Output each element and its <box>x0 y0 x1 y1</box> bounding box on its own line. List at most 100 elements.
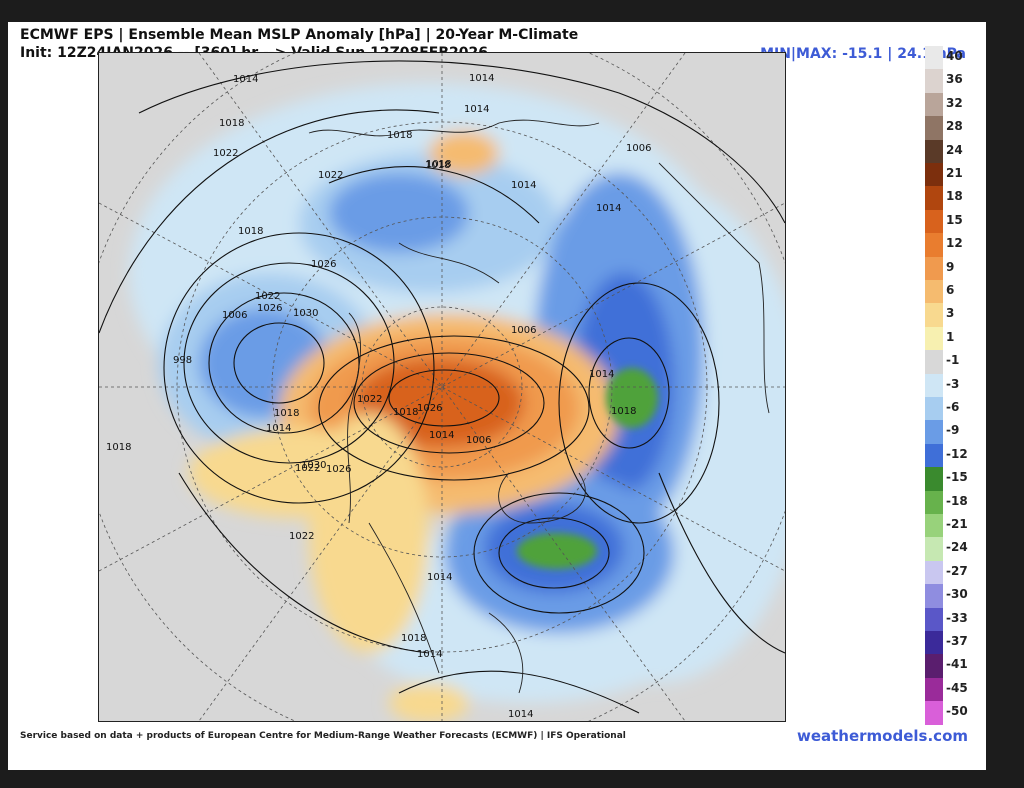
colorbar-cell <box>925 69 943 94</box>
isobar-label: 1026 <box>326 464 351 475</box>
anomaly-siberia-positive <box>429 131 499 175</box>
colorbar-label: 3 <box>946 306 955 321</box>
colorbar-cell <box>925 350 943 375</box>
colorbar-cell <box>925 677 943 702</box>
colorbar-cell <box>925 584 943 609</box>
colorbar-label: -37 <box>946 634 968 648</box>
isobar-label: 1014 <box>469 73 494 84</box>
isobar-label: 1014 <box>596 203 621 214</box>
colorbar-label: -27 <box>946 563 968 578</box>
colorbar-label: 6 <box>946 283 955 297</box>
isobar-label: 1026 <box>257 303 282 314</box>
isobar-label: 1006 <box>466 435 491 446</box>
colorbar-cell <box>925 303 943 328</box>
colorbar-label: -30 <box>946 587 968 602</box>
colorbar-label: 21 <box>946 166 963 180</box>
isobar-label: 1026 <box>311 259 336 270</box>
isobar-label: 1014 <box>427 572 452 583</box>
colorbar <box>925 46 943 726</box>
isobar-label: 1018 <box>106 442 131 453</box>
colorbar-cell <box>925 607 943 632</box>
colorbar-label: -6 <box>946 400 960 414</box>
colorbar-cell <box>925 46 943 70</box>
isobar-label: 1014 <box>508 709 533 720</box>
colorbar-cell <box>925 537 943 562</box>
isobar-label: 1022 <box>213 148 238 159</box>
isobar-label: 1026 <box>417 403 442 414</box>
minmax-readout: MIN|MAX: -15.1 | 24.1 hPa <box>760 46 966 62</box>
isobar-label: 1022 <box>295 463 320 474</box>
colorbar-label: 28 <box>946 119 963 134</box>
brand-link[interactable]: weathermodels.com <box>796 727 968 745</box>
isobar-label: 1018 <box>401 633 426 644</box>
colorbar-label: 36 <box>946 72 963 87</box>
colorbar-cell <box>925 256 943 281</box>
colorbar-cell <box>925 467 943 492</box>
anomaly-westna-positive <box>309 413 429 653</box>
colorbar-cell <box>925 116 943 141</box>
isobar-label: 1030 <box>293 308 318 319</box>
anomaly-green-cores <box>517 368 658 569</box>
isobar-label: 1022 <box>318 170 343 181</box>
colorbar-cell <box>925 420 943 445</box>
colorbar-label: 32 <box>946 95 963 110</box>
colorbar-label: -12 <box>946 446 968 461</box>
anomaly-arctic-core <box>354 358 524 448</box>
isobar-label: 1006 <box>626 143 651 154</box>
isobar-label: 1014 <box>464 104 489 115</box>
chart-title: ECMWF EPS | Ensemble Mean MSLP Anomaly [… <box>20 27 579 43</box>
isobar-label: 1006 <box>511 325 536 336</box>
isobar-label: 1018 <box>393 407 418 418</box>
isobar-label: 1018 <box>238 226 263 237</box>
isobar-label: 1018 <box>219 118 244 129</box>
colorbar-cell <box>925 280 943 304</box>
colorbar-label: -24 <box>946 540 968 555</box>
isobar-label: 1018 <box>387 130 412 141</box>
colorbar-label: -33 <box>946 610 968 625</box>
isobar-label: 1014 <box>233 74 258 85</box>
isobar-label: 1022 <box>289 531 314 542</box>
colorbar-cell <box>925 631 943 655</box>
isobar-label: 1014 <box>589 369 614 380</box>
isobar-label: 1030 <box>301 460 326 471</box>
colorbar-label: -1 <box>946 353 960 368</box>
colorbar-cell <box>925 490 943 515</box>
isobar-label: 1018 <box>274 408 299 419</box>
isobar-label: 1014 <box>417 649 442 660</box>
isobar-label: 1018 <box>425 160 450 171</box>
isobar-label: 1006 <box>222 310 247 321</box>
isobar-label: 1022 <box>357 394 382 405</box>
isobars <box>99 60 785 714</box>
colorbar-label: -50 <box>946 704 968 719</box>
colorbar-cell <box>925 139 943 164</box>
footer-credit: Service based on data + products of Euro… <box>20 731 626 741</box>
isobar-label: 1018 <box>426 159 451 170</box>
colorbar-cell <box>925 373 943 398</box>
colorbar-label: 15 <box>946 212 963 227</box>
colorbar-label: 18 <box>946 189 963 204</box>
colorbar-label: -3 <box>946 376 960 391</box>
coastlines <box>308 119 770 694</box>
colorbar-label: 40 <box>946 49 963 63</box>
isobar-label: 1014 <box>511 180 536 191</box>
colorbar-cell <box>925 163 943 187</box>
colorbar-cell <box>925 560 943 585</box>
colorbar-cell <box>925 654 943 679</box>
colorbar-label: -41 <box>946 657 968 672</box>
colorbar-cell <box>925 233 943 258</box>
colorbar-label: 12 <box>946 236 963 251</box>
colorbar-cell <box>925 443 943 468</box>
anomaly-mexico-positive <box>389 683 469 721</box>
colorbar-cell <box>925 514 943 538</box>
colorbar-cell <box>925 326 943 351</box>
colorbar-label: 1 <box>946 329 955 344</box>
colorbar-cell <box>925 701 943 726</box>
colorbar-label: 9 <box>946 259 955 274</box>
isobar-label: 1022 <box>255 291 280 302</box>
isobar-label: 1014 <box>266 423 291 434</box>
colorbar-cell <box>925 186 943 211</box>
colorbar-label: -18 <box>946 493 968 508</box>
colorbar-label: -15 <box>946 470 968 485</box>
